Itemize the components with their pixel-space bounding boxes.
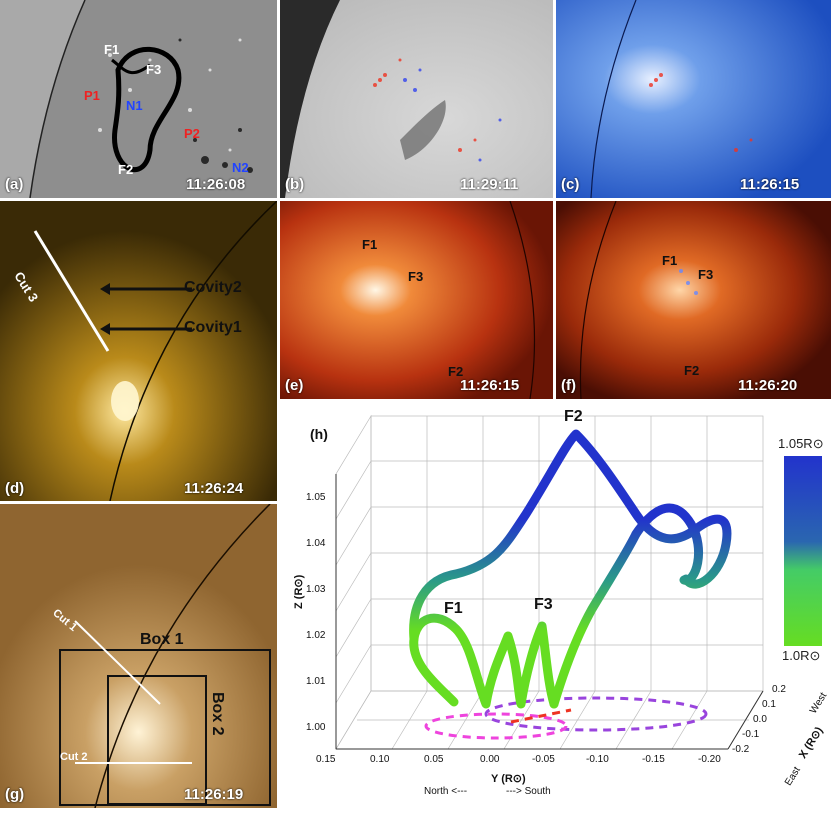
cavity2-label: Covity2	[184, 279, 242, 296]
panel-f-red: F1 F3 F2 (f) 11:26:20	[556, 201, 831, 399]
timestamp-b: 11:29:11	[460, 176, 519, 193]
y-tick--0.20: -0.20	[698, 754, 721, 765]
y-tick--0.15: -0.15	[642, 754, 665, 765]
x-tick-0.2: 0.2	[772, 684, 786, 695]
z-tick-1.04: 1.04	[306, 538, 326, 549]
timestamp-c: 11:26:15	[740, 176, 800, 193]
euv-gold-image	[0, 201, 277, 501]
panel-c-blue: (c) 11:26:15	[556, 0, 831, 198]
y-axis-label-north: North <---	[424, 786, 468, 797]
z-axis-label: Z (R⊙)	[293, 574, 305, 609]
halpha-image	[280, 0, 553, 198]
panel-label-b: (b)	[285, 176, 305, 193]
z-tick-1.01: 1.01	[306, 676, 326, 687]
cavity1-label: Covity1	[184, 319, 242, 336]
y-axis-label: Y (R⊙)	[491, 773, 526, 785]
panel-label-c: (c)	[561, 176, 580, 193]
tag-a-f1: F1	[104, 42, 120, 57]
magnetogram-image	[0, 0, 277, 198]
timestamp-a: 11:26:08	[186, 176, 246, 193]
box1-label: Box 1	[140, 631, 184, 648]
tag-e-f2: F2	[448, 364, 464, 379]
timestamp-d: 11:26:24	[184, 480, 244, 497]
y-tick--0.10: -0.10	[586, 754, 609, 765]
box2-label: Box 2	[209, 692, 226, 736]
y-tick-0.00: 0.00	[480, 754, 500, 765]
panel-label-d: (d)	[5, 480, 25, 497]
x-tick-0.0: 0.0	[753, 714, 767, 725]
panel-label-e: (e)	[285, 377, 304, 394]
panel-g-gold: Cut 1 Box 1 Box 2 Cut 2 (g) 11:26:19	[0, 504, 277, 808]
timestamp-f: 11:26:20	[738, 377, 798, 394]
z-tick-1.02: 1.02	[306, 630, 326, 641]
y-tick-0.15: 0.15	[316, 754, 336, 765]
filament-label-f1: F1	[444, 600, 463, 617]
panel-h-3d-reconstruction: (h) F2 F1 F3 Z (R⊙) 1.05 1.04 1.03 1.02 …	[293, 404, 831, 808]
y-tick-0.05: 0.05	[424, 754, 444, 765]
footprint-magenta	[424, 712, 568, 740]
tag-f-f2: F2	[684, 363, 700, 378]
z-tick-1.05: 1.05	[306, 492, 326, 503]
euv-blue-image	[556, 0, 831, 198]
panel-label-a: (a)	[5, 176, 24, 193]
filament-tube	[409, 429, 732, 709]
cut2-label: Cut 2	[60, 751, 88, 763]
panel-label-h: (h)	[310, 426, 328, 442]
euv-red-image-e	[280, 201, 553, 399]
panel-label-f: (f)	[561, 377, 576, 394]
y-axis-label-south: ---> South	[506, 786, 551, 797]
tag-e-f3: F3	[408, 269, 424, 284]
colorbar-bottom-label: 1.0R⊙	[782, 648, 821, 663]
panel-h-plot	[335, 414, 822, 751]
timestamp-e: 11:26:15	[460, 377, 520, 394]
z-tick-1.00: 1.00	[306, 722, 326, 733]
x-tick--0.2: -0.2	[732, 744, 750, 755]
z-tick-1.03: 1.03	[306, 584, 326, 595]
tag-a-n2: N2	[232, 160, 249, 175]
filament-label-f2: F2	[564, 408, 583, 425]
panel-d-gold: Cut 3 Covity2 Covity1 (d) 11:26:24	[0, 201, 277, 501]
filament-label-f3: F3	[534, 596, 553, 613]
tag-a-f3: F3	[146, 62, 162, 77]
tag-f-f1: F1	[662, 253, 678, 268]
panel-e-red: F1 F3 F2 (e) 11:26:15	[280, 201, 553, 399]
panel-label-g: (g)	[5, 786, 25, 803]
x-tick-0.1: 0.1	[762, 699, 776, 710]
tag-a-f2: F2	[118, 162, 134, 177]
tag-a-p2: P2	[184, 126, 200, 141]
y-tick--0.05: -0.05	[532, 754, 555, 765]
panel-a-magnetogram: F1 F3 P1 N1 P2 F2 N2 (a) 11:26:08	[0, 0, 277, 198]
colorbar-top-label: 1.05R⊙	[778, 436, 824, 451]
tag-a-p1: P1	[84, 88, 100, 103]
euv-red-image-f	[556, 201, 831, 399]
tag-e-f1: F1	[362, 237, 378, 252]
euv-gold-image-g	[0, 504, 277, 808]
tag-a-n1: N1	[126, 98, 143, 113]
tag-f-f3: F3	[698, 267, 714, 282]
x-tick--0.1: -0.1	[742, 729, 760, 740]
panel-b-halpha: (b) 11:29:11	[280, 0, 553, 198]
colorbar	[784, 456, 822, 646]
footprint-purple	[484, 696, 708, 732]
timestamp-g: 11:26:19	[184, 786, 244, 803]
y-tick-0.10: 0.10	[370, 754, 390, 765]
footprint-red	[510, 708, 572, 724]
